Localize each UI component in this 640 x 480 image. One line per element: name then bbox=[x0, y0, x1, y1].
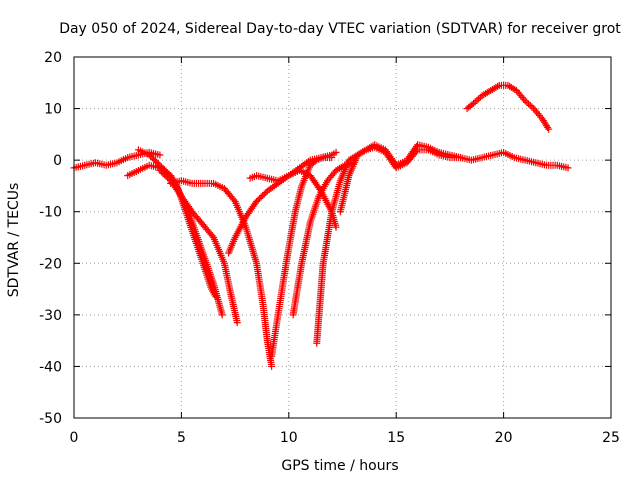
series-marks bbox=[336, 143, 572, 216]
x-tick-label: 5 bbox=[177, 430, 186, 446]
y-tick-label: -20 bbox=[39, 256, 62, 272]
x-tick-label: 25 bbox=[602, 430, 620, 446]
y-tick-label: 20 bbox=[44, 50, 62, 66]
plot-frame bbox=[73, 56, 612, 419]
chart-title: Day 050 of 2024, Sidereal Day-to-day VTE… bbox=[59, 21, 621, 37]
data-series bbox=[70, 81, 572, 370]
series-marks bbox=[167, 177, 276, 370]
series-marks bbox=[225, 148, 340, 257]
series-sat-k bbox=[336, 143, 572, 216]
series-sat-e bbox=[167, 177, 276, 370]
series-marks bbox=[268, 154, 336, 360]
x-tick-label: 0 bbox=[70, 430, 79, 446]
x-tick-label: 15 bbox=[387, 430, 405, 446]
series-marks bbox=[463, 81, 553, 133]
x-axis-label: GPS time / hours bbox=[281, 458, 398, 474]
series-marks bbox=[289, 159, 357, 319]
series-sat-i bbox=[289, 159, 357, 319]
y-tick-label: 10 bbox=[44, 102, 62, 118]
series-sat-f bbox=[225, 148, 340, 257]
y-tick-label: -10 bbox=[39, 205, 62, 221]
y-axis-label: SDTVAR / TECUs bbox=[6, 183, 22, 298]
x-tick-label: 10 bbox=[280, 430, 298, 446]
y-tick-label: -30 bbox=[39, 308, 62, 324]
series-sat-h bbox=[268, 154, 336, 360]
tick-labels: 0 5 10 15 20 25 -50 -40 -30 -20 -10 0 10 20 bbox=[39, 50, 620, 446]
grid bbox=[74, 57, 611, 418]
x-tick-label: 20 bbox=[495, 430, 513, 446]
y-tick-label: -50 bbox=[39, 411, 62, 427]
axes bbox=[73, 56, 612, 419]
y-tick-label: -40 bbox=[39, 359, 62, 375]
y-tick-label: 0 bbox=[53, 153, 62, 169]
series-sat-l bbox=[463, 81, 553, 133]
